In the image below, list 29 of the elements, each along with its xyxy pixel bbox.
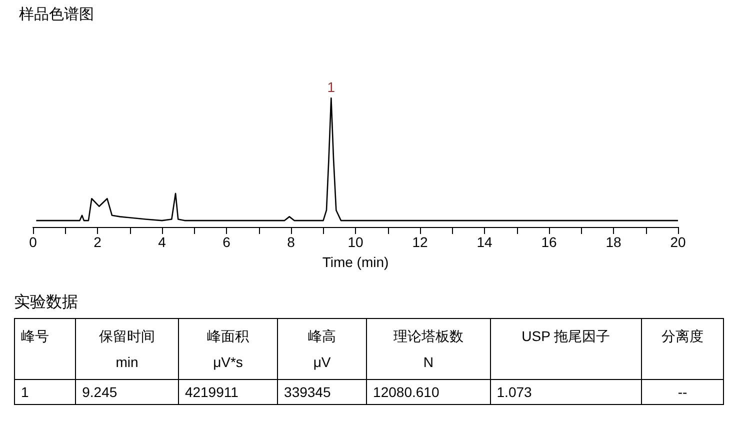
text: 峰高 μV: [307, 327, 338, 372]
text: 1.073: [490, 380, 642, 404]
x-tick-label: 2: [94, 234, 102, 250]
text: 9.245: [76, 380, 178, 404]
x-tick-label: 10: [348, 234, 364, 250]
text: --: [641, 380, 724, 404]
x-axis-title: Time (min): [322, 254, 389, 270]
text: 峰号: [21, 327, 50, 346]
annotation: 1: [327, 79, 336, 95]
x-tick-label: 16: [541, 234, 557, 250]
text: 峰面积 μV*s: [206, 327, 250, 372]
text: USP 拖尾因子: [520, 327, 612, 346]
text: 分离度: [660, 327, 704, 346]
text: 实验数据: [14, 292, 79, 313]
text: 理论塔板数 N: [392, 327, 464, 372]
text: 12080.610: [366, 380, 490, 404]
text: 保留时间 min: [98, 327, 156, 372]
chart-title: 样品色谱图: [19, 6, 94, 23]
text: 4219911: [178, 380, 278, 404]
x-tick-label: 18: [606, 234, 622, 250]
x-tick-label: 0: [29, 234, 38, 250]
x-tick-label: 4: [158, 234, 166, 250]
x-tick-label: 12: [412, 234, 428, 250]
x-tick-label: 6: [222, 234, 231, 250]
x-tick-label: 14: [476, 234, 492, 250]
x-tick-label: 8: [287, 234, 296, 250]
text: 339345: [278, 380, 367, 404]
text: 1: [14, 380, 76, 404]
x-tick-label: 20: [670, 234, 686, 250]
